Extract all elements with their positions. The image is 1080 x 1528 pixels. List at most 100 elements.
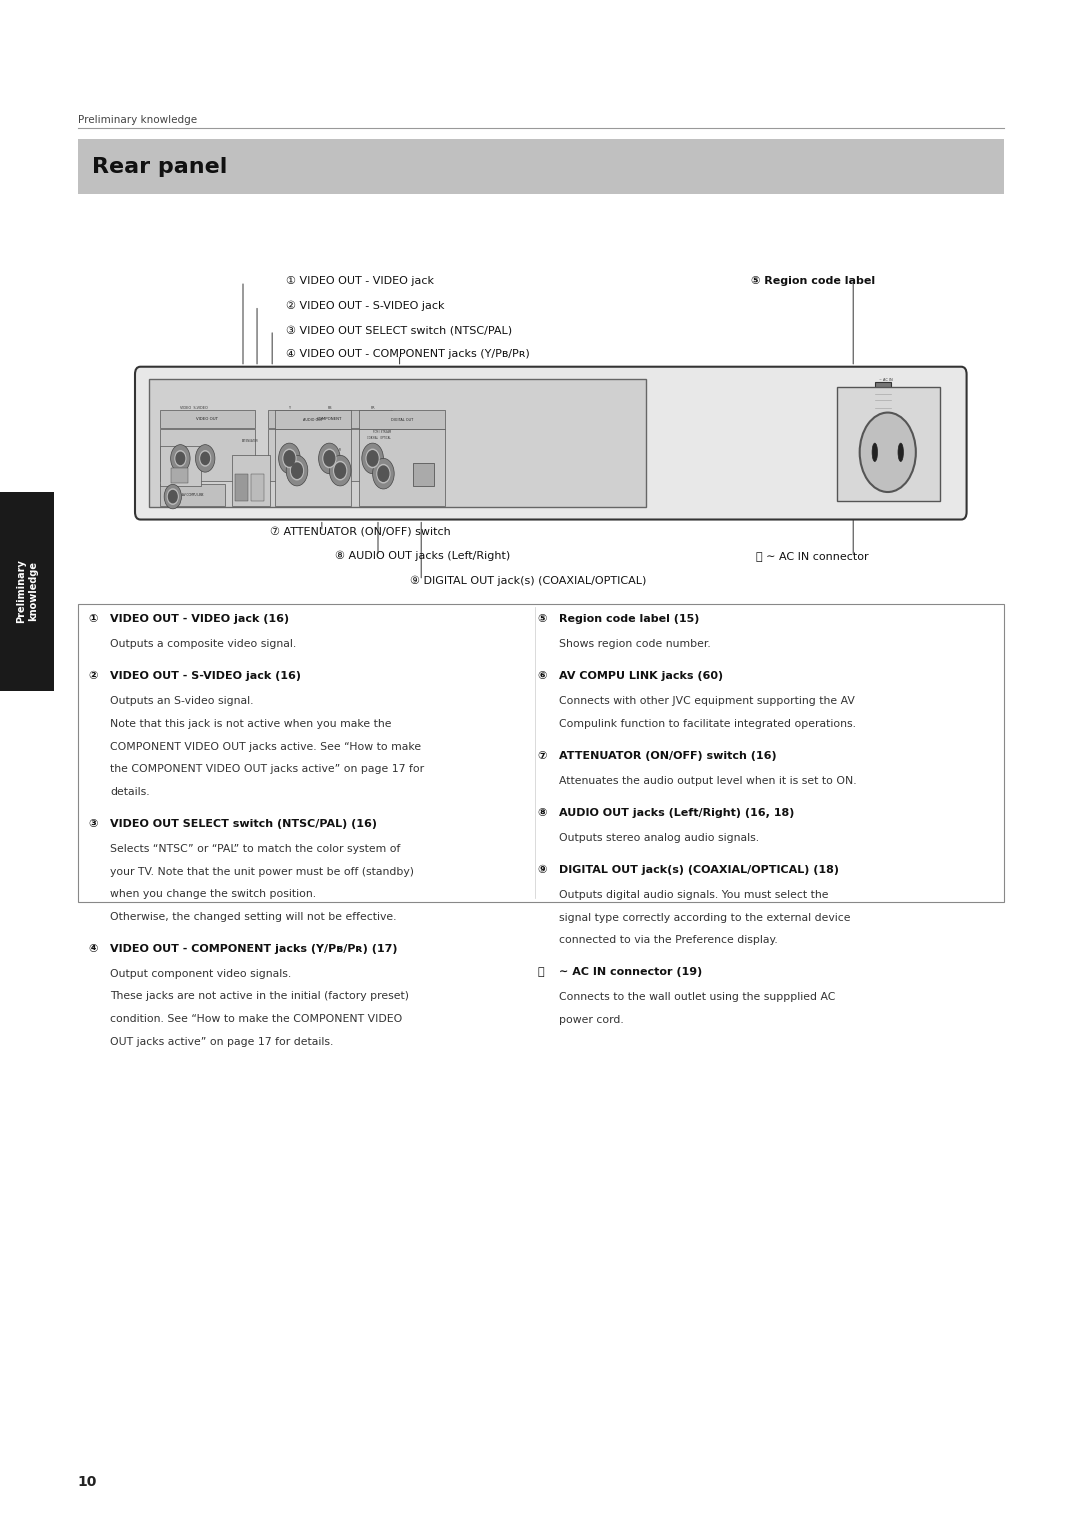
Text: ②: ② (89, 671, 98, 681)
Text: ⑧: ⑧ (538, 808, 548, 817)
Circle shape (279, 443, 300, 474)
Text: COAXIAL   OPTICAL: COAXIAL OPTICAL (367, 435, 391, 440)
Text: ⑤ Region code label: ⑤ Region code label (751, 277, 875, 286)
Text: ⑨ DIGITAL OUT jack(s) (COAXIAL/OPTICAL): ⑨ DIGITAL OUT jack(s) (COAXIAL/OPTICAL) (410, 576, 647, 585)
Text: VIDEO OUT - COMPONENT jacks (Y/Pʙ/Pʀ) (17): VIDEO OUT - COMPONENT jacks (Y/Pʙ/Pʀ) (1… (110, 943, 397, 953)
Text: DIGITAL OUT jack(s) (COAXIAL/OPTICAL) (18): DIGITAL OUT jack(s) (COAXIAL/OPTICAL) (1… (559, 865, 839, 876)
Text: OUT jacks active” on page 17 for details.: OUT jacks active” on page 17 for details… (110, 1036, 334, 1047)
Text: ⑥ AV COMPU LINK jacks: ⑥ AV COMPU LINK jacks (178, 503, 311, 512)
Text: Outputs digital audio signals. You must select the: Outputs digital audio signals. You must … (559, 889, 829, 900)
Circle shape (334, 461, 347, 480)
Text: These jacks are not active in the initial (factory preset): These jacks are not active in the initia… (110, 992, 409, 1001)
Circle shape (286, 455, 308, 486)
Circle shape (319, 443, 340, 474)
Ellipse shape (873, 443, 878, 461)
Text: COMPONENT: COMPONENT (316, 417, 342, 420)
Text: ⑤: ⑤ (538, 614, 548, 625)
Text: ③ VIDEO OUT SELECT switch (NTSC/PAL): ③ VIDEO OUT SELECT switch (NTSC/PAL) (286, 325, 512, 335)
Text: ⑨: ⑨ (538, 865, 548, 876)
Text: power cord.: power cord. (559, 1015, 624, 1025)
Text: Attenuates the audio output level when it is set to ON.: Attenuates the audio output level when i… (559, 776, 858, 785)
Bar (268, 410, 392, 428)
Text: Outputs an S-video signal.: Outputs an S-video signal. (110, 697, 254, 706)
Text: Note that this jack is not active when you make the: Note that this jack is not active when y… (110, 720, 392, 729)
Text: 10: 10 (78, 1475, 97, 1490)
Text: AV COMPU LINK: AV COMPU LINK (181, 494, 203, 497)
Text: signal type correctly according to the external device: signal type correctly according to the e… (559, 912, 851, 923)
Text: Outputs a composite video signal.: Outputs a composite video signal. (110, 639, 296, 649)
Circle shape (291, 461, 303, 480)
Text: L: L (294, 448, 296, 452)
Text: R: R (339, 448, 341, 452)
Bar (149, 379, 646, 507)
Bar (275, 429, 351, 506)
Text: ATTENUATOR (ON/OFF) switch (16): ATTENUATOR (ON/OFF) switch (16) (559, 750, 778, 761)
Text: Preliminary
knowledge: Preliminary knowledge (16, 559, 38, 623)
Bar (78, 604, 1004, 902)
Text: Preliminary knowledge: Preliminary knowledge (78, 115, 197, 125)
Text: PR: PR (370, 405, 375, 410)
Circle shape (164, 484, 181, 509)
Bar (0, 492, 54, 691)
Text: Connects to the wall outlet using the suppplied AC: Connects to the wall outlet using the su… (559, 992, 836, 1002)
Circle shape (323, 449, 336, 468)
Text: ⓾: ⓾ (538, 967, 544, 976)
Text: Region code label (15): Region code label (15) (559, 614, 700, 625)
Circle shape (176, 452, 185, 465)
Text: ⑦: ⑦ (538, 750, 548, 761)
Text: ~ AC IN: ~ AC IN (879, 377, 892, 382)
Circle shape (860, 413, 916, 492)
Circle shape (195, 445, 215, 472)
Circle shape (335, 463, 346, 478)
Bar (160, 429, 255, 481)
Text: DIGITAL OUT: DIGITAL OUT (391, 419, 413, 422)
Text: details.: details. (110, 787, 150, 798)
Text: VIDEO OUT
SELECT: VIDEO OUT SELECT (174, 454, 187, 463)
Text: ATTENUATOR: ATTENUATOR (242, 439, 259, 443)
Circle shape (284, 451, 295, 466)
Text: PCM / STREAM: PCM / STREAM (373, 429, 391, 434)
Text: ⓾ ∼ AC IN connector: ⓾ ∼ AC IN connector (756, 552, 868, 561)
Text: condition. See “How to make the COMPONENT VIDEO: condition. See “How to make the COMPONEN… (110, 1015, 403, 1024)
Text: VIDEO OUT: VIDEO OUT (197, 417, 218, 420)
Text: ④: ④ (89, 943, 98, 953)
Circle shape (201, 452, 210, 465)
Text: COMPONENT VIDEO OUT jacks active. See “How to make: COMPONENT VIDEO OUT jacks active. See “H… (110, 741, 421, 752)
Bar (232, 455, 270, 506)
Text: Outputs stereo analog audio signals.: Outputs stereo analog audio signals. (559, 833, 759, 843)
Circle shape (171, 445, 190, 472)
Bar (160, 410, 255, 428)
Text: PB: PB (327, 405, 332, 410)
Bar (251, 474, 264, 501)
Bar (875, 382, 891, 419)
Text: your TV. Note that the unit power must be off (standby): your TV. Note that the unit power must b… (110, 866, 414, 877)
Text: ② VIDEO OUT - S-VIDEO jack: ② VIDEO OUT - S-VIDEO jack (286, 301, 445, 310)
Text: AV COMPU LINK jacks (60): AV COMPU LINK jacks (60) (559, 671, 724, 681)
Circle shape (175, 451, 186, 466)
Text: VIDEO OUT SELECT switch (NTSC/PAL) (16): VIDEO OUT SELECT switch (NTSC/PAL) (16) (110, 819, 377, 828)
Bar (268, 429, 392, 481)
Text: ①: ① (89, 614, 98, 625)
Text: Shows region code number.: Shows region code number. (559, 639, 712, 649)
Circle shape (200, 451, 211, 466)
Text: Rear panel: Rear panel (92, 156, 227, 177)
Bar (78, 139, 1004, 194)
Ellipse shape (897, 443, 903, 461)
Bar (359, 429, 445, 506)
Text: ⑧ AUDIO OUT jacks (Left/Right): ⑧ AUDIO OUT jacks (Left/Right) (335, 552, 510, 561)
Circle shape (378, 466, 389, 481)
Text: Y: Y (288, 405, 291, 410)
Circle shape (167, 489, 178, 504)
Bar (275, 410, 351, 429)
Text: Output component video signals.: Output component video signals. (110, 969, 292, 979)
Circle shape (377, 465, 390, 483)
Text: ⑦ ATTENUATOR (ON/OFF) switch: ⑦ ATTENUATOR (ON/OFF) switch (270, 527, 450, 536)
Text: ④ VIDEO OUT - COMPONENT jacks (Y/Pʙ/Pʀ): ④ VIDEO OUT - COMPONENT jacks (Y/Pʙ/Pʀ) (286, 350, 530, 359)
Bar (235, 474, 248, 501)
Circle shape (329, 455, 351, 486)
Text: when you change the switch position.: when you change the switch position. (110, 889, 316, 898)
Text: connected to via the Preference display.: connected to via the Preference display. (559, 935, 779, 946)
Text: ③: ③ (89, 819, 98, 828)
Text: Otherwise, the changed setting will not be effective.: Otherwise, the changed setting will not … (110, 912, 396, 921)
Bar (171, 468, 188, 483)
